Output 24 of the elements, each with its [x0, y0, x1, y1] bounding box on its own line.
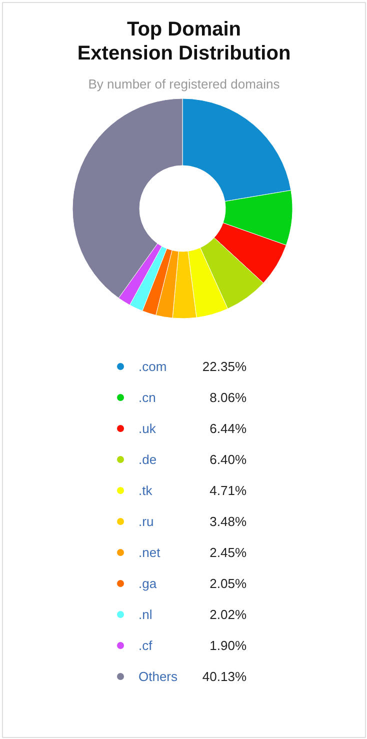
data-label: 8.06%	[210, 390, 247, 405]
legend-label: .nl	[138, 607, 152, 622]
legend-label: .com	[138, 359, 167, 374]
data-label: 22.35%	[202, 359, 247, 374]
legend-label: .ga	[138, 576, 158, 591]
data-label: 6.44%	[210, 421, 247, 436]
legend-label: .cf	[138, 638, 153, 653]
data-label: 2.05%	[210, 576, 247, 591]
legend-label: .uk	[138, 421, 156, 436]
legend-label: Others	[138, 669, 178, 684]
legend-label: .tk	[138, 483, 153, 498]
data-label: 1.90%	[210, 638, 247, 653]
chart-title: Top Domain Extension Distribution	[77, 18, 291, 65]
data-label: 2.02%	[210, 607, 247, 622]
legend-label: .net	[138, 545, 161, 560]
data-label: 6.40%	[210, 452, 247, 467]
data-label: 2.45%	[210, 545, 247, 560]
legend-label: .de	[138, 452, 157, 467]
chart-subtitle: By number of registered domains	[88, 76, 280, 92]
legend-label: .cn	[138, 390, 156, 405]
data-label: 3.48%	[210, 514, 247, 529]
legend-label: .ru	[138, 514, 154, 529]
data-label: 40.13%	[202, 669, 247, 684]
data-label: 4.71%	[210, 483, 247, 498]
